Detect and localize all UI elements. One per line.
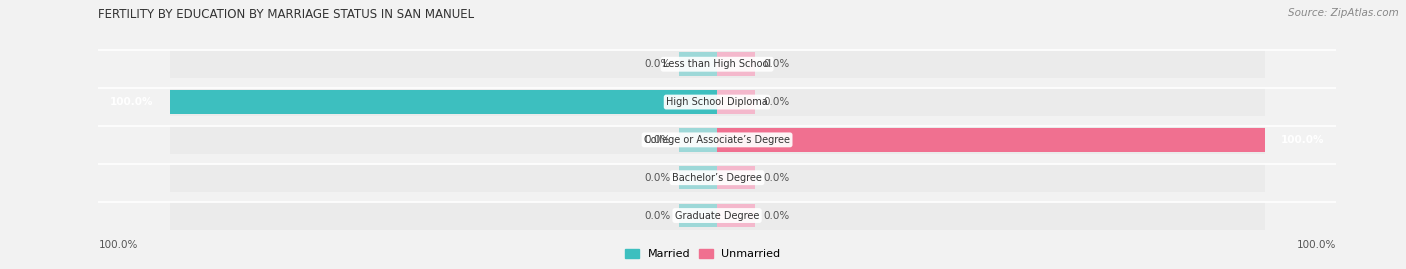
Text: 100.0%: 100.0% — [1281, 135, 1324, 145]
Bar — [717, 166, 755, 189]
Text: 0.0%: 0.0% — [644, 135, 671, 145]
Text: Bachelor’s Degree: Bachelor’s Degree — [672, 173, 762, 183]
Bar — [717, 90, 755, 114]
Bar — [717, 128, 1264, 152]
Bar — [717, 52, 755, 76]
Bar — [170, 88, 1264, 116]
Bar — [170, 126, 1264, 154]
Text: 0.0%: 0.0% — [763, 211, 790, 221]
Legend: Married, Unmarried: Married, Unmarried — [621, 244, 785, 263]
Bar — [679, 128, 717, 152]
Bar — [679, 166, 717, 189]
Text: 0.0%: 0.0% — [644, 173, 671, 183]
Bar — [170, 164, 1264, 192]
Text: 0.0%: 0.0% — [763, 173, 790, 183]
Text: 100.0%: 100.0% — [1296, 240, 1336, 250]
Bar — [170, 50, 1264, 78]
Bar — [170, 201, 1264, 229]
Text: Less than High School: Less than High School — [664, 59, 770, 69]
Text: High School Diploma: High School Diploma — [666, 97, 768, 107]
Text: 100.0%: 100.0% — [110, 97, 153, 107]
Text: 0.0%: 0.0% — [763, 59, 790, 69]
Text: Graduate Degree: Graduate Degree — [675, 211, 759, 221]
Text: Source: ZipAtlas.com: Source: ZipAtlas.com — [1288, 8, 1399, 18]
Text: 100.0%: 100.0% — [98, 240, 138, 250]
Bar — [170, 90, 717, 114]
Text: 0.0%: 0.0% — [644, 211, 671, 221]
Bar — [717, 204, 755, 227]
Bar — [679, 52, 717, 76]
Text: College or Associate’s Degree: College or Associate’s Degree — [644, 135, 790, 145]
Text: 0.0%: 0.0% — [644, 59, 671, 69]
Bar — [679, 204, 717, 227]
Text: FERTILITY BY EDUCATION BY MARRIAGE STATUS IN SAN MANUEL: FERTILITY BY EDUCATION BY MARRIAGE STATU… — [98, 8, 475, 21]
Text: 0.0%: 0.0% — [763, 97, 790, 107]
